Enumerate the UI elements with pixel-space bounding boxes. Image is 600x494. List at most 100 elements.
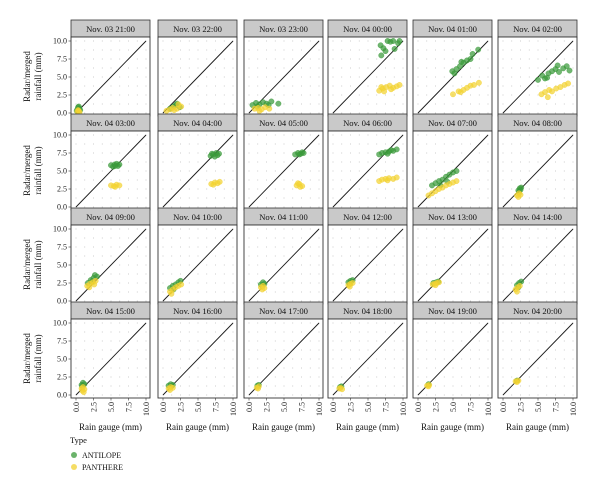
grid-dot (119, 322, 121, 324)
grid-dot (443, 300, 445, 302)
facet-panel: Nov. 04 02:00 (497, 19, 578, 117)
grid-dot (341, 367, 343, 369)
grid-dot (487, 300, 489, 302)
grid-dot (520, 246, 521, 248)
grid-dot (318, 273, 320, 275)
grid-dot (128, 282, 129, 284)
y-tick-label: 0.0 (57, 391, 67, 400)
grid-dot (309, 197, 311, 199)
grid-dot (188, 385, 190, 387)
grid-dot (223, 291, 225, 293)
grid-dot (206, 112, 208, 114)
grid-dot (470, 206, 471, 208)
grid-dot (350, 394, 351, 396)
grid-dot (393, 264, 395, 266)
grid-dot (487, 103, 489, 105)
grid-dot (402, 331, 404, 333)
grid-dot (402, 152, 404, 154)
grid-dot (232, 237, 234, 239)
grid-dot (470, 394, 471, 396)
x-tick-label: 10.0 (484, 402, 493, 416)
grid-dot (301, 94, 302, 96)
grid-dot (215, 143, 216, 145)
grid-dot (162, 349, 164, 351)
grid-dot (84, 322, 86, 324)
grid-dot (528, 282, 530, 284)
facet-panel: Nov. 04 04:00 (157, 113, 238, 211)
grid-dot (136, 264, 138, 266)
grid-dot (358, 67, 360, 69)
grid-dot (402, 300, 404, 302)
grid-dot (301, 385, 302, 387)
grid-dot (528, 322, 530, 324)
grid-dot (478, 179, 480, 181)
grid-dot (563, 358, 565, 360)
grid-dot (452, 282, 454, 284)
grid-dot (426, 85, 428, 87)
grid-dot (145, 67, 147, 69)
grid-dot (470, 282, 471, 284)
grid-dot (84, 349, 86, 351)
grid-dot (470, 322, 471, 324)
grid-dot (332, 273, 334, 275)
grid-dot (393, 358, 395, 360)
grid-dot (274, 376, 276, 378)
grid-dot (180, 349, 181, 351)
x-axis-title: Rain gauge (mm) (252, 422, 315, 432)
grid-dot (546, 85, 548, 87)
grid-dot (402, 367, 404, 369)
grid-dot (318, 300, 320, 302)
grid-dot (443, 103, 445, 105)
grid-dot (520, 179, 521, 181)
grid-dot (358, 340, 360, 342)
grid-dot (417, 331, 419, 333)
grid-dot (248, 376, 250, 378)
grid-dot (563, 134, 565, 136)
grid-dot (171, 264, 173, 266)
grid-dot (358, 282, 360, 284)
grid-dot (563, 340, 565, 342)
grid-dot (162, 358, 164, 360)
grid-dot (537, 331, 539, 333)
grid-dot (393, 188, 395, 190)
grid-dot (171, 85, 173, 87)
grid-dot (461, 264, 463, 266)
grid-dot (385, 367, 386, 369)
grid-dot (232, 394, 234, 396)
grid-dot (511, 322, 513, 324)
grid-dot (417, 349, 419, 351)
grid-dot (274, 349, 276, 351)
grid-dot (393, 58, 395, 60)
grid-dot (136, 134, 138, 136)
grid-dot (461, 322, 463, 324)
grid-dot (136, 170, 138, 172)
grid-dot (145, 112, 147, 114)
grid-dot (426, 94, 428, 96)
grid-dot (417, 161, 419, 163)
grid-dot (93, 85, 94, 87)
grid-dot (555, 349, 556, 351)
grid-dot (461, 134, 463, 136)
grid-dot (502, 264, 504, 266)
point-panthere (112, 183, 119, 190)
point-antilope (384, 150, 391, 157)
grid-dot (248, 58, 250, 60)
grid-dot (426, 188, 428, 190)
grid-dot (197, 134, 199, 136)
grid-dot (426, 340, 428, 342)
grid-dot (84, 273, 86, 275)
grid-dot (350, 67, 351, 69)
grid-dot (257, 40, 259, 42)
grid-dot (180, 237, 181, 239)
grid-dot (232, 255, 234, 257)
facet-panel: Nov. 04 06:00 (327, 113, 408, 211)
grid-dot (555, 331, 556, 333)
grid-dot (309, 228, 311, 230)
grid-dot (350, 385, 351, 387)
grid-dot (162, 94, 164, 96)
grid-dot (223, 206, 225, 208)
grid-dot (487, 376, 489, 378)
grid-dot (180, 367, 181, 369)
grid-dot (367, 340, 369, 342)
grid-dot (487, 358, 489, 360)
